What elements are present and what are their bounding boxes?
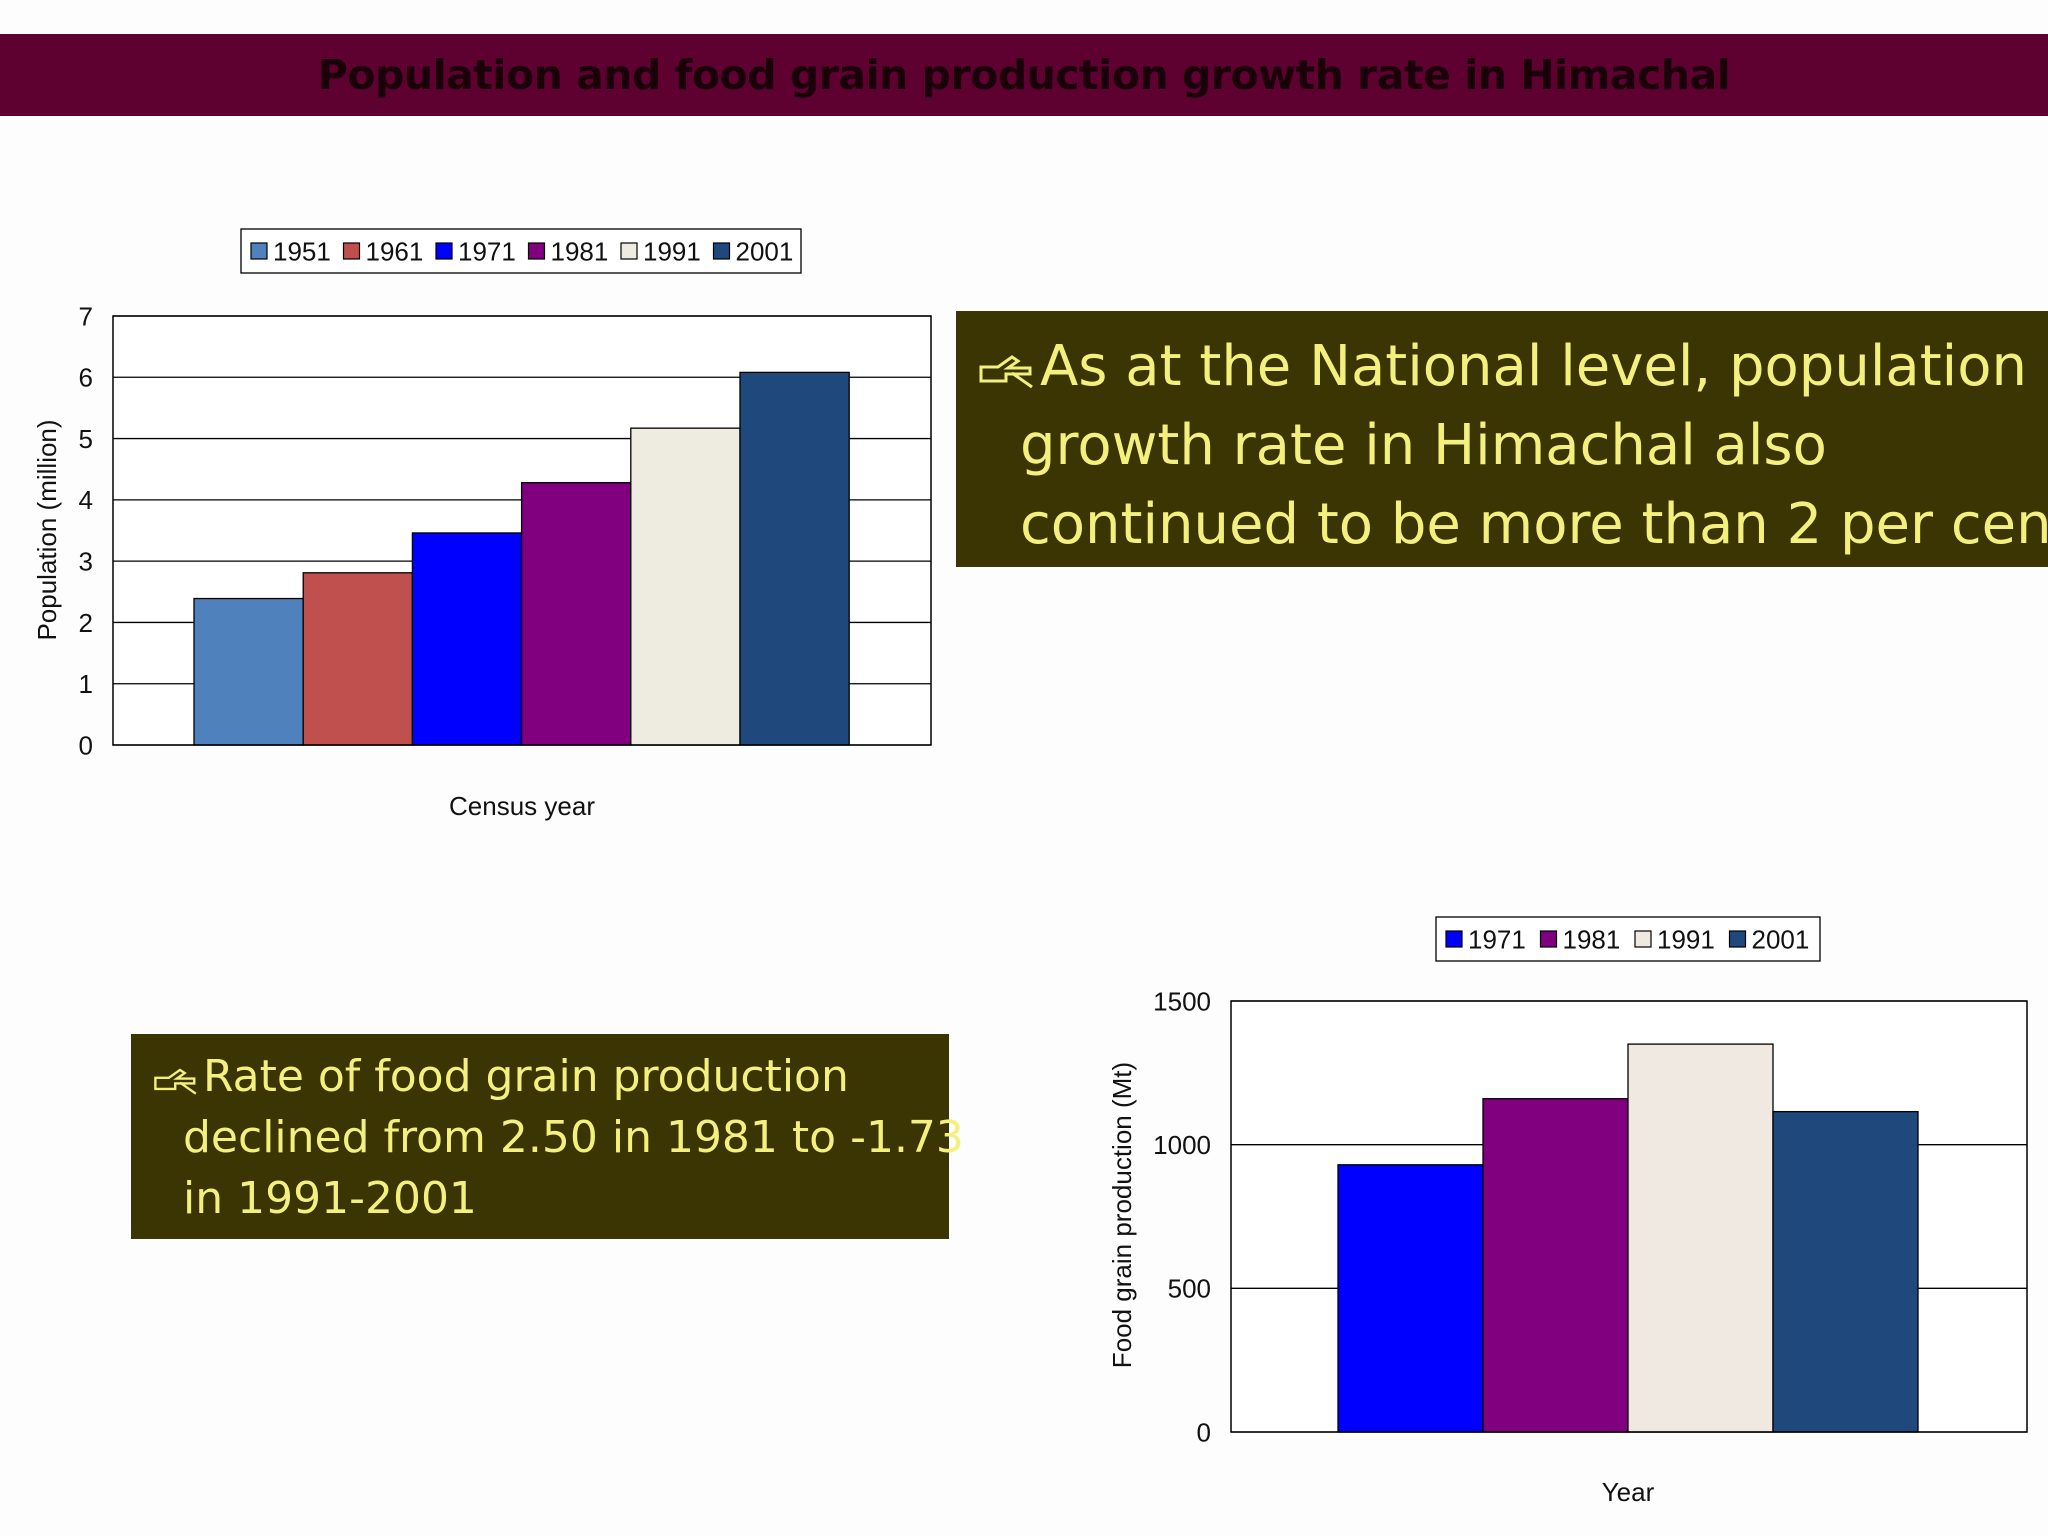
legend-label-2001: 2001 xyxy=(1752,924,1810,954)
bar-2001 xyxy=(1772,1110,1919,1433)
legend-label-1981: 1981 xyxy=(551,236,609,266)
legend-swatch-2001 xyxy=(1728,930,1747,948)
y-axis-label: Food grain production (Mt) xyxy=(1107,1062,1137,1368)
title-bar: Population and food grain production gro… xyxy=(0,34,2048,116)
bar-1951 xyxy=(193,597,304,746)
y-tick-label: 4 xyxy=(79,485,93,515)
national-level-callout: As at the National level, population gro… xyxy=(956,311,2048,567)
legend-label-1971: 1971 xyxy=(458,236,516,266)
y-tick-label: 1500 xyxy=(1153,986,1211,1016)
food-grain-callout: Rate of food grain production declined f… xyxy=(131,1034,964,1239)
callout-line: declined from 2.50 in 1981 to -1.73 xyxy=(183,1112,964,1163)
y-tick-label: 1000 xyxy=(1153,1130,1211,1160)
y-tick-label: 0 xyxy=(1197,1417,1211,1447)
plot-area xyxy=(1231,1001,2027,1432)
bar-1981 xyxy=(1482,1098,1629,1433)
legend-swatch-1981 xyxy=(527,242,546,260)
legend-swatch-1951 xyxy=(250,242,268,260)
callout-line: continued to be more than 2 per cent xyxy=(1020,492,2048,557)
legend-swatch-1971 xyxy=(1445,930,1463,948)
legend-label-1981: 1981 xyxy=(1563,924,1621,954)
bar-2001 xyxy=(739,371,850,746)
legend-swatch-1971 xyxy=(435,242,453,260)
y-tick-label: 1 xyxy=(79,669,93,699)
legend-label-1991: 1991 xyxy=(1657,924,1715,954)
bar-1981 xyxy=(520,482,632,746)
callout-line: growth rate in Himachal also xyxy=(1020,413,1827,478)
hand-writing-icon xyxy=(978,351,1036,391)
bar-1991 xyxy=(630,427,741,746)
y-tick-label: 3 xyxy=(79,547,93,577)
legend-swatch-2001 xyxy=(712,242,731,260)
hand-writing-icon xyxy=(153,1065,199,1097)
legend-label-1961: 1961 xyxy=(366,236,424,266)
x-axis-label: Census year xyxy=(449,791,595,821)
bar-1971 xyxy=(411,532,523,746)
legend-label-1951: 1951 xyxy=(273,236,331,266)
y-tick-label: 0 xyxy=(79,730,93,760)
y-tick-label: 5 xyxy=(79,424,93,454)
legend-swatch-1991 xyxy=(1634,930,1652,948)
plot-frame xyxy=(1230,1000,2028,1433)
y-tick-label: 500 xyxy=(1168,1274,1211,1304)
y-tick-label: 6 xyxy=(79,363,93,393)
y-axis-label: Population (million) xyxy=(32,419,62,640)
bar-1961 xyxy=(302,572,414,746)
legend-label-2001: 2001 xyxy=(736,236,794,266)
x-axis-label: Year xyxy=(1602,1477,1655,1507)
slide-title: Population and food grain production gro… xyxy=(317,51,1731,99)
legend-box xyxy=(1435,916,1821,962)
y-tick-label: 7 xyxy=(79,301,93,331)
y-tick-label: 2 xyxy=(79,608,93,638)
legend-swatch-1981 xyxy=(1539,930,1558,948)
callout-line: Rate of food grain production xyxy=(153,1046,949,1107)
legend-label-1991: 1991 xyxy=(643,236,701,266)
plot-frame xyxy=(112,315,932,746)
legend-label-1971: 1971 xyxy=(1468,924,1526,954)
callout-line: As at the National level, population xyxy=(978,327,2048,406)
legend-box xyxy=(240,228,802,274)
callout-line: in 1991-2001 xyxy=(183,1173,477,1224)
bar-1991 xyxy=(1627,1043,1774,1433)
legend-swatch-1961 xyxy=(342,242,361,260)
plot-area xyxy=(113,316,931,745)
bar-1971 xyxy=(1337,1164,1484,1433)
legend-swatch-1991 xyxy=(620,242,638,260)
